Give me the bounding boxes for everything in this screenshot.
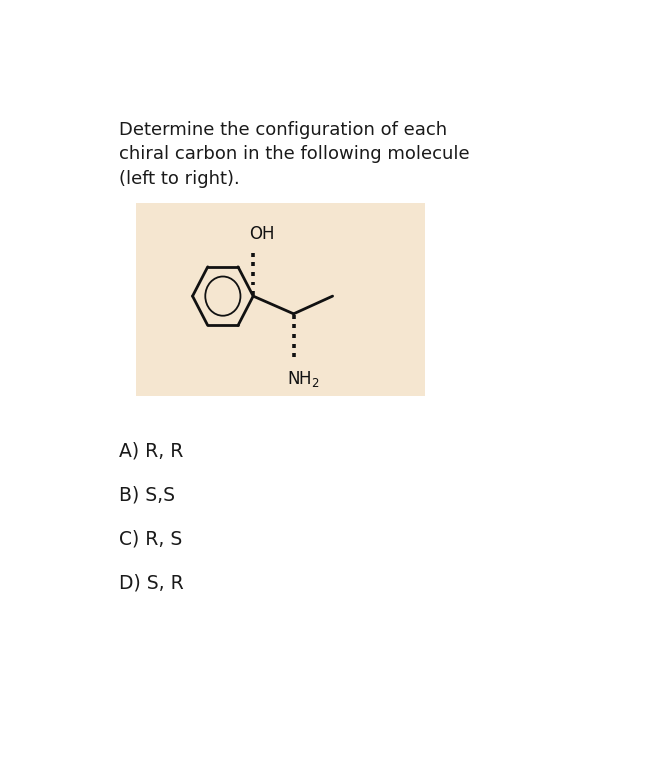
Text: B) S,S: B) S,S bbox=[119, 485, 175, 504]
Text: C) R, S: C) R, S bbox=[119, 529, 182, 548]
Text: Determine the configuration of each: Determine the configuration of each bbox=[119, 122, 446, 140]
Text: D) S, R: D) S, R bbox=[119, 573, 183, 593]
FancyBboxPatch shape bbox=[136, 203, 425, 396]
Text: (left to right).: (left to right). bbox=[119, 169, 239, 187]
Text: chiral carbon in the following molecule: chiral carbon in the following molecule bbox=[119, 145, 469, 163]
Text: A) R, R: A) R, R bbox=[119, 441, 183, 460]
